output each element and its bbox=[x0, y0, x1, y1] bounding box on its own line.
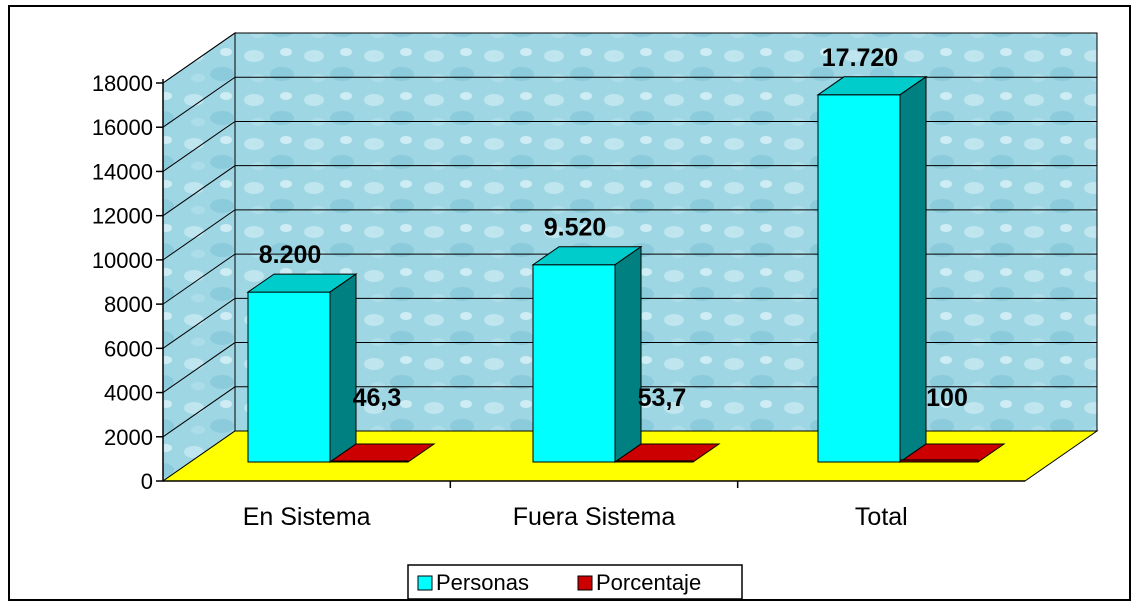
side-wall bbox=[162, 32, 236, 482]
gridline bbox=[162, 32, 1097, 84]
axes: 0 2000 4000 6000 8000 10000 12000 14000 16000 180… bbox=[92, 71, 1025, 531]
gridline bbox=[162, 120, 1097, 172]
y-tick-label: 14000 bbox=[92, 159, 153, 184]
bar-porcentaje bbox=[328, 443, 436, 463]
bar-front bbox=[532, 264, 616, 463]
y-tick-label: 6000 bbox=[104, 336, 153, 361]
bar-side bbox=[614, 245, 642, 463]
bar-front bbox=[614, 460, 694, 463]
data-label-personas: 9.520 bbox=[544, 214, 607, 242]
bar-porcentaje bbox=[898, 443, 1006, 463]
bar-personas bbox=[816, 75, 928, 463]
x-tick-label: En Sistema bbox=[243, 503, 371, 531]
x-tick-label: Total bbox=[855, 503, 908, 531]
gridline bbox=[162, 386, 1097, 438]
data-label-porcentaje: 100 bbox=[926, 384, 968, 412]
bar-side bbox=[329, 273, 357, 463]
y-tick-label: 8000 bbox=[104, 292, 153, 317]
y-tick-label: 16000 bbox=[92, 115, 153, 140]
gridline bbox=[162, 209, 1097, 261]
data-label-personas: 8.200 bbox=[259, 241, 322, 269]
gridline bbox=[162, 342, 1097, 393]
legend-box bbox=[407, 564, 743, 600]
y-tick-label: 0 bbox=[141, 469, 153, 494]
y-tick-label: 2000 bbox=[104, 425, 153, 450]
bar-porcentaje bbox=[613, 443, 721, 463]
legend-swatch-porcentaje bbox=[577, 575, 593, 591]
y-tick-label: 12000 bbox=[92, 204, 153, 229]
bar-front bbox=[329, 460, 409, 463]
x-tick-label: Fuera Sistema bbox=[513, 503, 676, 531]
legend: Personas Porcentaje bbox=[407, 564, 743, 600]
labels: 8.200 46,3 9.520 53,7 17.720 100 bbox=[259, 44, 968, 412]
gridline bbox=[162, 297, 1097, 349]
data-label-porcentaje: 46,3 bbox=[353, 384, 402, 412]
back-wall bbox=[234, 32, 1098, 432]
legend-label-personas: Personas bbox=[436, 570, 529, 595]
gridline bbox=[162, 253, 1097, 305]
y-tick-label: 10000 bbox=[92, 248, 153, 273]
gridline bbox=[162, 165, 1097, 217]
gridlines bbox=[162, 32, 1097, 438]
data-label-porcentaje: 53,7 bbox=[638, 384, 687, 412]
bar-front bbox=[899, 459, 979, 463]
legend-swatch-personas bbox=[417, 575, 433, 591]
legend-label-porcentaje: Porcentaje bbox=[596, 570, 701, 595]
gridline bbox=[162, 76, 1097, 128]
bar-side bbox=[899, 75, 927, 463]
bars bbox=[246, 75, 1006, 463]
y-tick-label: 18000 bbox=[92, 71, 153, 96]
bar-front bbox=[247, 291, 331, 463]
data-label-personas: 17.720 bbox=[822, 44, 898, 72]
bar-personas bbox=[531, 245, 643, 463]
bar-personas bbox=[246, 273, 358, 463]
y-tick-label: 4000 bbox=[104, 381, 153, 406]
bar-front bbox=[817, 94, 901, 463]
